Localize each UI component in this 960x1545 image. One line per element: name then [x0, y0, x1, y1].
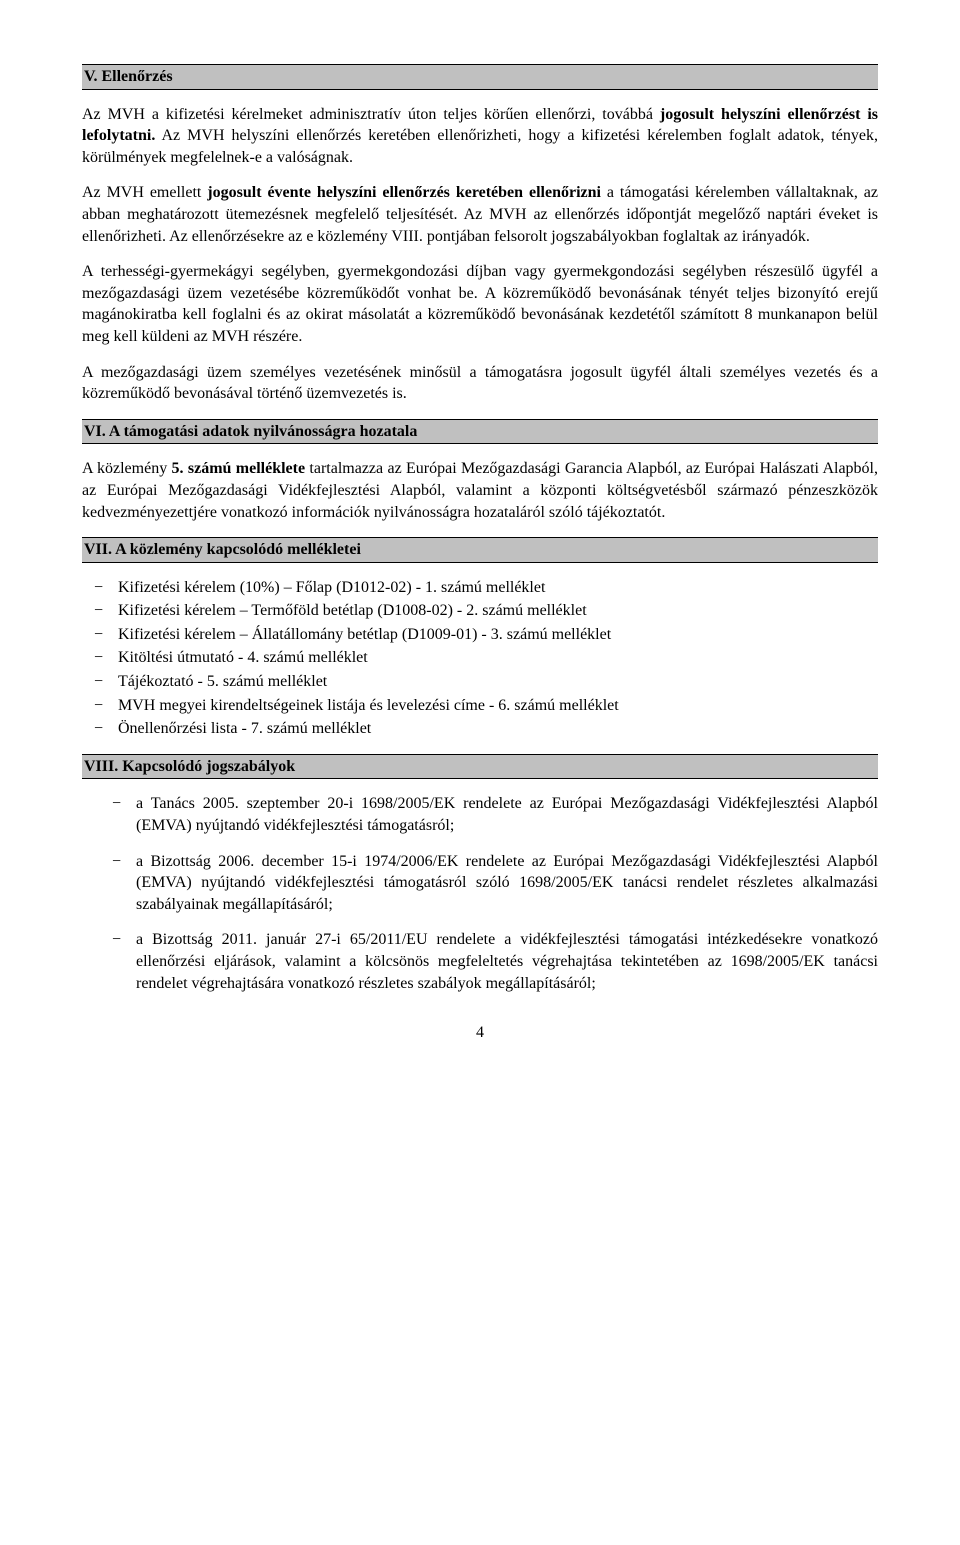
text-run: A közlemény	[82, 460, 172, 477]
section-7-header: VII. A közlemény kapcsolódó mellékletei	[82, 537, 878, 563]
section-8-list: a Tanács 2005. szeptember 20-i 1698/2005…	[82, 793, 878, 994]
section-8-header: VIII. Kapcsolódó jogszabályok	[82, 754, 878, 780]
text-bold-run: 5. számú melléklete	[172, 460, 306, 477]
list-item: Önellenőrzési lista - 7. számú melléklet	[118, 718, 878, 740]
list-item: Kifizetési kérelem – Állatállomány betét…	[118, 624, 878, 646]
text-bold-run: jogosult évente helyszíni ellenőrzés ker…	[207, 184, 601, 201]
list-item: a Bizottság 2006. december 15-i 1974/200…	[136, 851, 878, 916]
list-item: Kifizetési kérelem – Termőföld betétlap …	[118, 600, 878, 622]
section-5-paragraph-1: Az MVH a kifizetési kérelmeket adminiszt…	[82, 104, 878, 169]
text-run: Az MVH a kifizetési kérelmeket adminiszt…	[82, 106, 660, 123]
list-item: a Tanács 2005. szeptember 20-i 1698/2005…	[136, 793, 878, 836]
section-6-paragraph-1: A közlemény 5. számú melléklete tartalma…	[82, 458, 878, 523]
section-5-header: V. Ellenőrzés	[82, 64, 878, 90]
list-item: a Bizottság 2011. január 27-i 65/2011/EU…	[136, 929, 878, 994]
list-item: Tájékoztató - 5. számú melléklet	[118, 671, 878, 693]
text-run: Az MVH helyszíni ellenőrzés keretében el…	[82, 127, 878, 166]
list-item: Kifizetési kérelem (10%) – Főlap (D1012-…	[118, 577, 878, 599]
section-6-header: VI. A támogatási adatok nyilvánosságra h…	[82, 419, 878, 445]
section-5-paragraph-2: Az MVH emellett jogosult évente helyszín…	[82, 182, 878, 247]
section-7-list: Kifizetési kérelem (10%) – Főlap (D1012-…	[82, 577, 878, 740]
list-item: Kitöltési útmutató - 4. számú melléklet	[118, 647, 878, 669]
section-5-paragraph-4: A mezőgazdasági üzem személyes vezetésén…	[82, 362, 878, 405]
page-number: 4	[82, 1022, 878, 1044]
text-run: Az MVH emellett	[82, 184, 207, 201]
section-5-paragraph-3: A terhességi-gyermekágyi segélyben, gyer…	[82, 261, 878, 347]
list-item: MVH megyei kirendeltségeinek listája és …	[118, 695, 878, 717]
